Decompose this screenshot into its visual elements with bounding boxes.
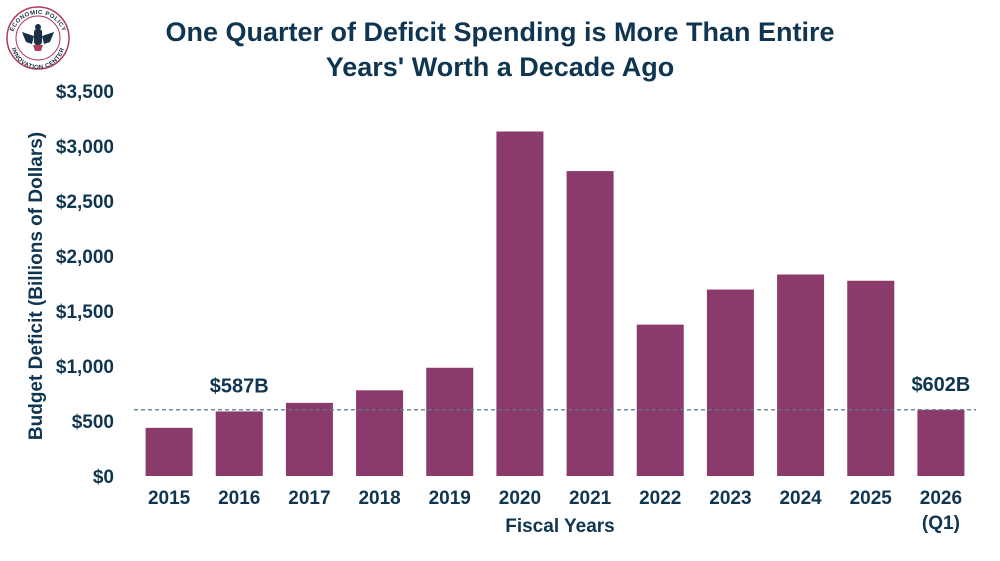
bar-2026 xyxy=(917,409,965,476)
x-tick-label: 2022 xyxy=(639,488,681,509)
y-axis-ticks: $0 $500 $1,000 $1,500 $2,000 $2,500 $3,000 $3,5… xyxy=(56,82,114,488)
bar-2020 xyxy=(496,131,544,477)
bar-2021 xyxy=(566,171,614,476)
bar-2016 xyxy=(215,411,263,476)
annotation-label: $587B xyxy=(210,375,269,397)
bar-2018 xyxy=(356,390,404,476)
x-tick-label: 2025 xyxy=(850,488,893,509)
x-tick-label: 2024 xyxy=(779,488,822,509)
x-tick-label: 2021 xyxy=(569,488,612,509)
y-tick-label: $500 xyxy=(72,412,114,433)
y-tick-label: $0 xyxy=(93,467,114,488)
y-tick-label: $2,500 xyxy=(56,192,114,213)
x-tick-label: 2019 xyxy=(429,488,471,509)
x-axis-label: Fiscal Years xyxy=(505,516,615,537)
bar-2023 xyxy=(706,289,754,476)
bars-group xyxy=(145,131,965,477)
annotation-label: $602B xyxy=(911,374,970,396)
x-tick-label: 2026 xyxy=(920,488,962,509)
y-tick-label: $3,000 xyxy=(56,137,114,158)
chart-title-line-1: One Quarter of Deficit Spending is More … xyxy=(165,17,834,47)
bar-2025 xyxy=(847,280,895,476)
x-tick-label: 2018 xyxy=(358,488,400,509)
chart-title-line-2: Years' Worth a Decade Ago xyxy=(326,52,675,82)
x-axis-ticks: 2015 2016 2017 2018 2019 2020 2021 2022 2023 2024… xyxy=(148,488,962,534)
annotations-group: $587B $602B xyxy=(210,374,971,398)
x-tick-label: 2016 xyxy=(218,488,260,509)
y-tick-label: $1,000 xyxy=(56,357,114,378)
bar-2019 xyxy=(426,367,474,476)
y-axis-label: Budget Deficit (Billions of Dollars) xyxy=(26,132,47,440)
x-tick-label: 2015 xyxy=(148,488,191,509)
bar-2017 xyxy=(285,402,333,476)
x-tick-label: 2017 xyxy=(288,488,330,509)
bar-2024 xyxy=(777,274,825,476)
x-tick-label: 2020 xyxy=(499,488,541,509)
y-tick-label: $1,500 xyxy=(56,302,114,323)
bar-2022 xyxy=(636,324,684,476)
x-tick-label: 2023 xyxy=(709,488,751,509)
x-tick-sublabel: (Q1) xyxy=(922,513,960,534)
y-tick-label: $2,000 xyxy=(56,247,114,268)
y-tick-label: $3,500 xyxy=(56,82,114,103)
epic-logo: ECONOMIC POLICY INNOVATION CENTER xyxy=(6,6,70,71)
eagle-icon xyxy=(22,24,54,51)
bar-2015 xyxy=(145,427,193,476)
